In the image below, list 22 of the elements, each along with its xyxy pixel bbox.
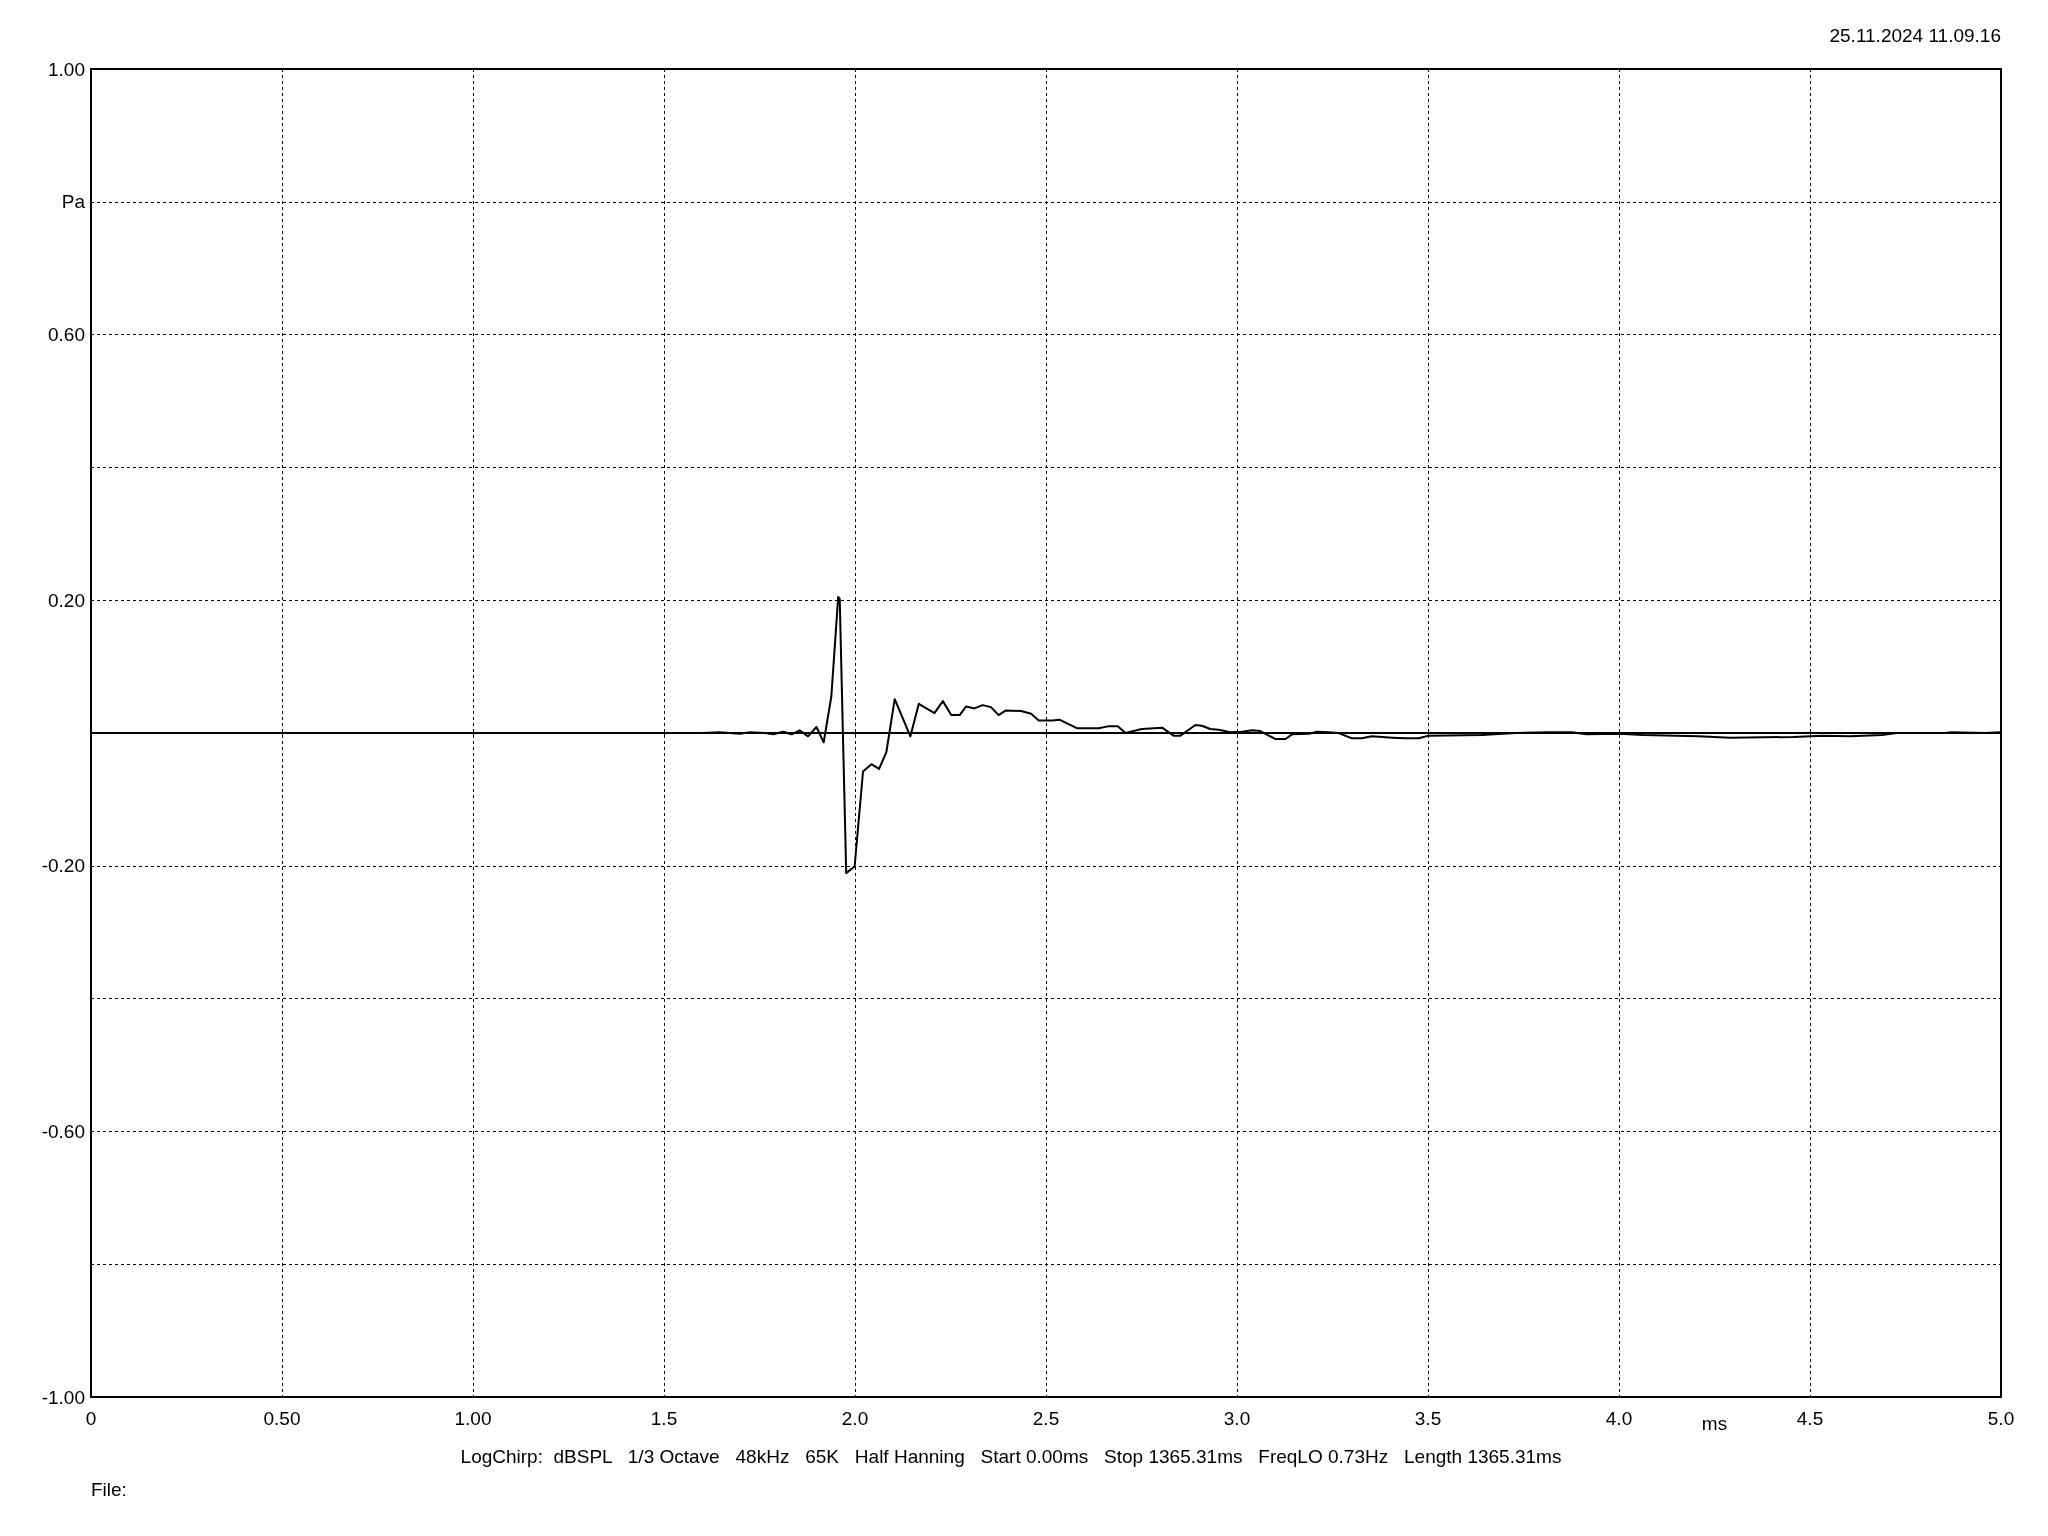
x-tick-label: 5.0 [1987,1408,2015,1429]
x-tick-label: 4.5 [1796,1408,1824,1429]
y-tick-label: -1.00 [41,1386,85,1408]
text: File: [91,1478,127,1500]
y-axis-title: Pa [61,191,86,213]
x-tick-label: 3.5 [1414,1408,1442,1429]
x-axis-title: ms [1701,1413,1728,1434]
x-tick-label: 0 [85,1408,97,1429]
x-tick-label: 0.50 [263,1408,301,1429]
x-tick-label: 4.0 [1605,1408,1633,1429]
y-tick-label: -0.60 [41,1120,85,1142]
text: LogChirp: dBSPL 1/3 Octave 48kHz 65K Half Hanning Start 0.00ms Stop 1365.31ms FreqLO 0.73Hz Length 1365.31ms [460,1445,1562,1467]
y-tick-label: 0.60 [48,324,85,346]
x-tick-label: 2.0 [841,1408,869,1429]
x-tick-label: 1.00 [454,1408,492,1429]
x-tick-label: 1.5 [650,1408,678,1429]
y-tick-label: 1.00 [48,58,85,80]
x-tick-label: 2.5 [1032,1408,1060,1429]
x-tick-label: 3.0 [1223,1408,1251,1429]
y-tick-label: 0.20 [48,589,85,611]
y-tick-label: -0.20 [41,855,85,877]
text: 25.11.2024 11.09.16 [1829,24,2001,46]
